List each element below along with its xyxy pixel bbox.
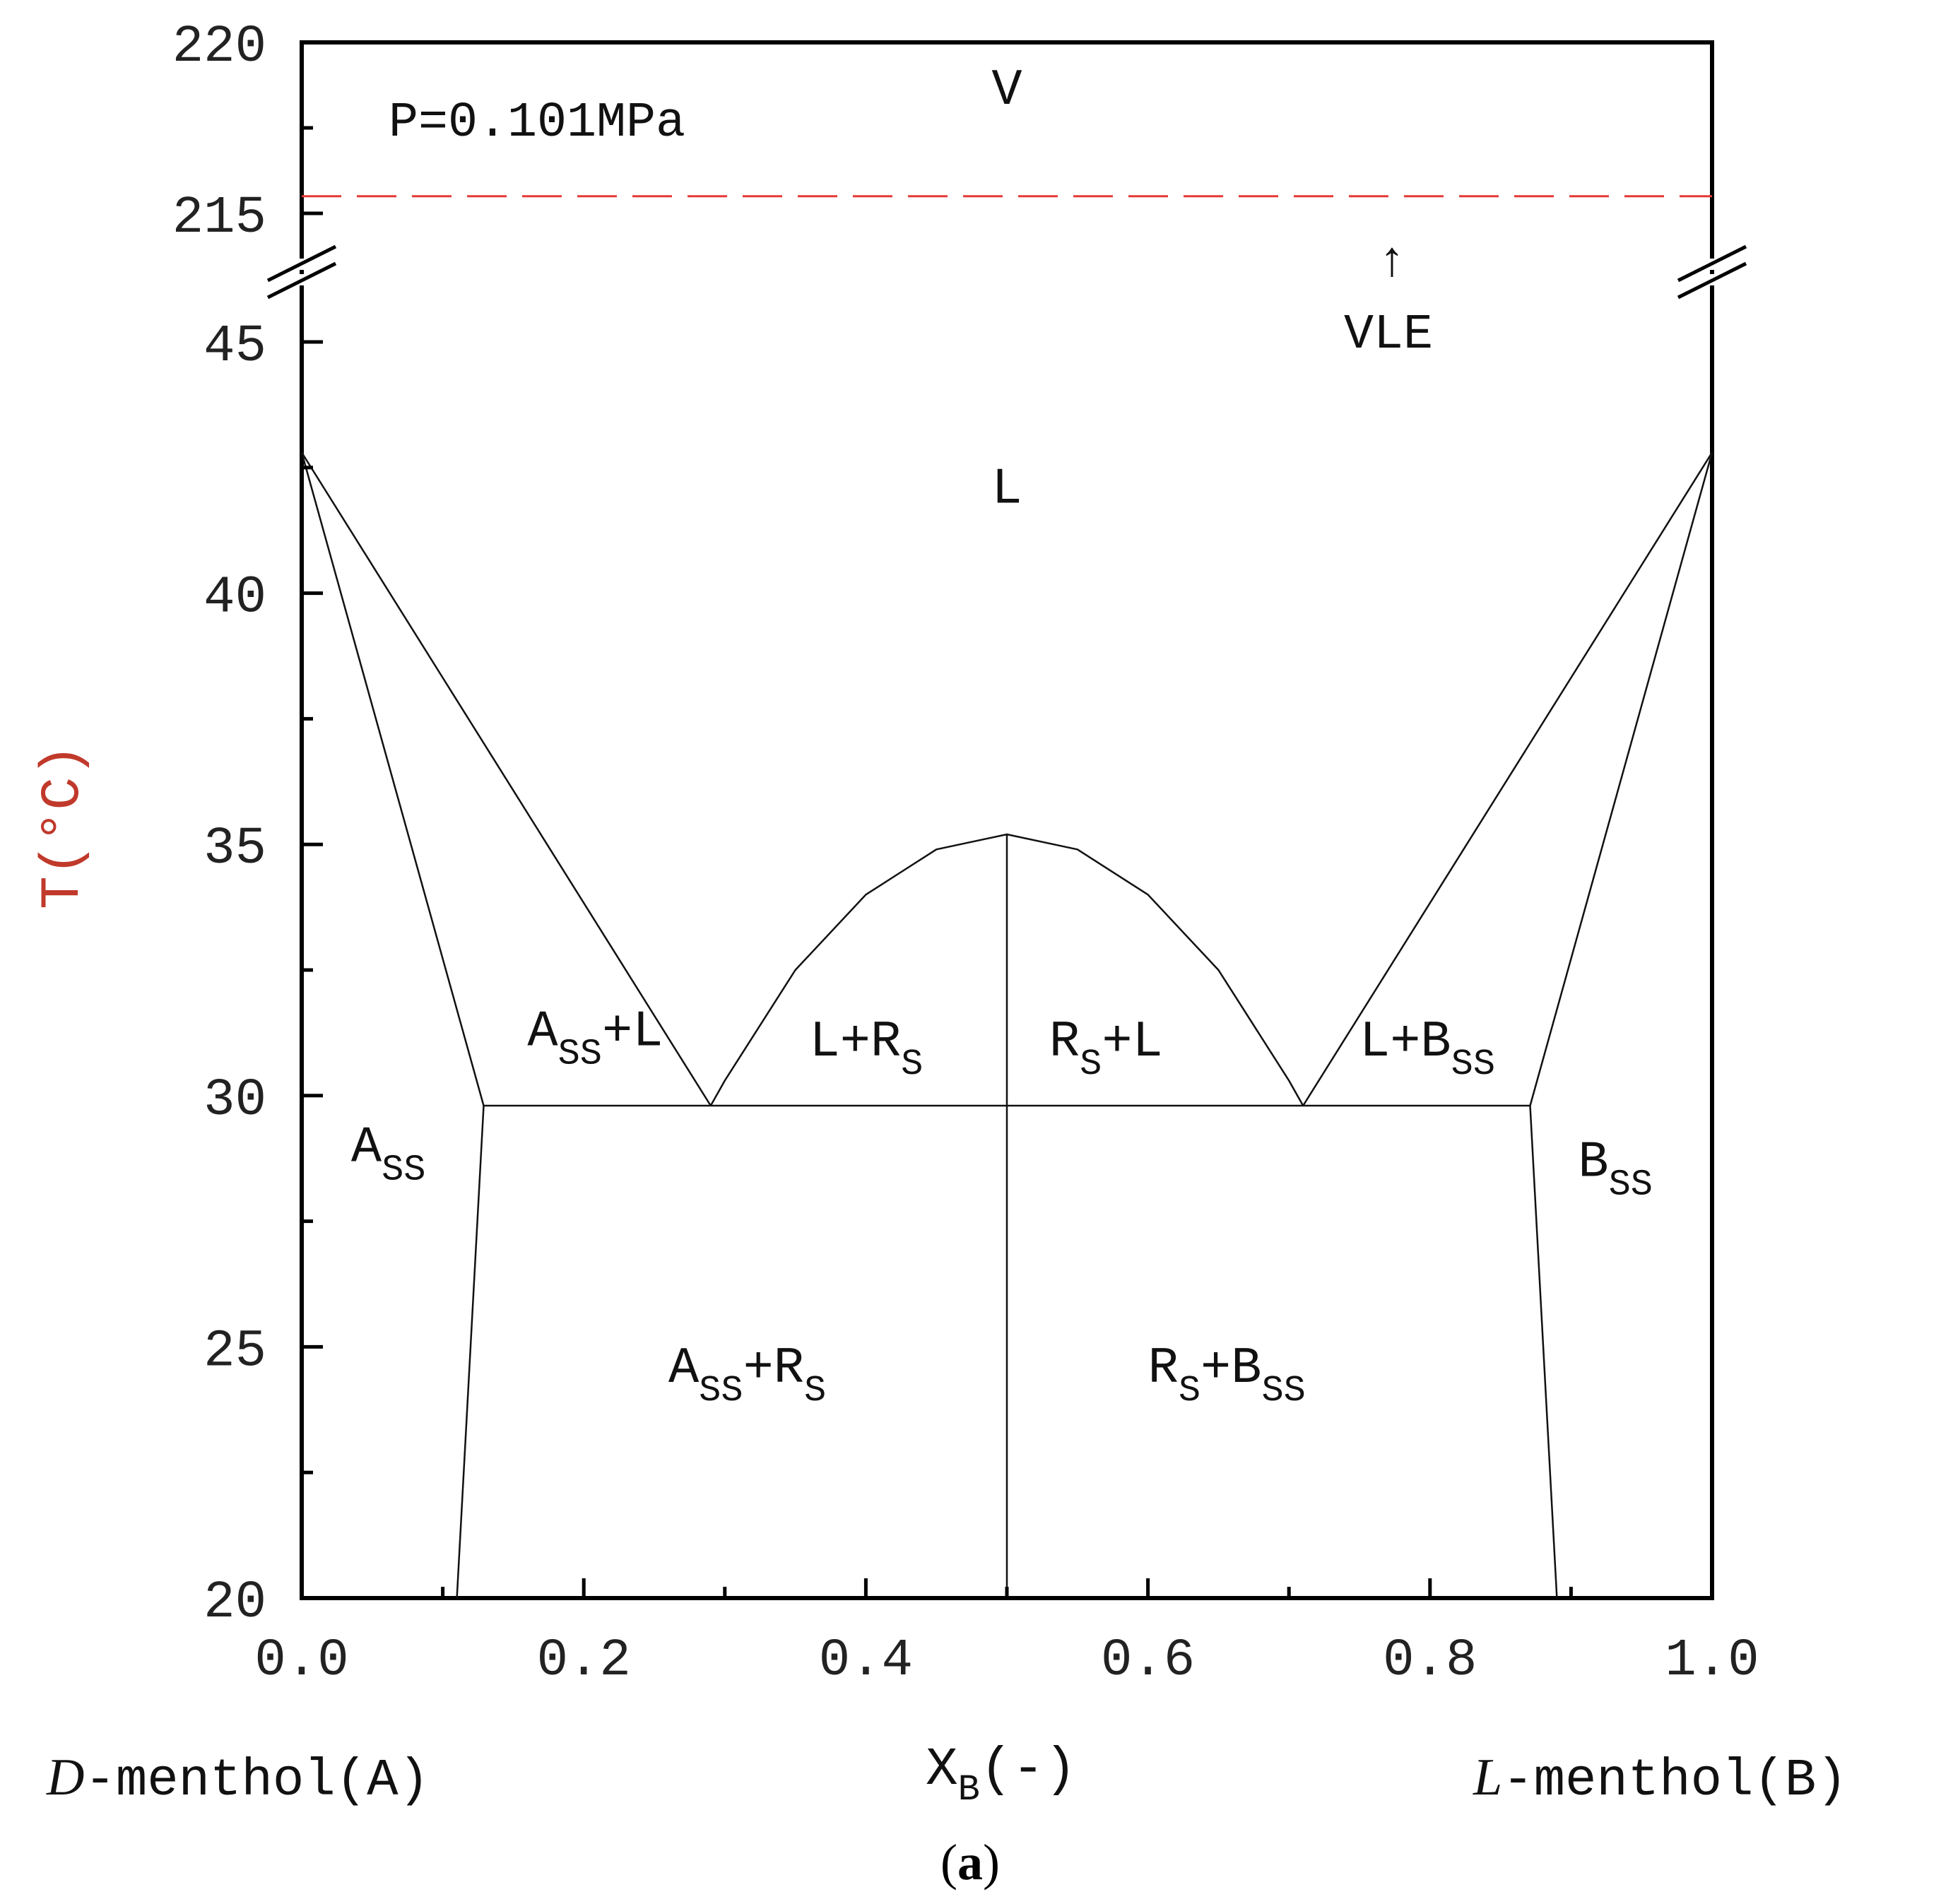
left-component-label: D-menthol(A): [46, 1749, 430, 1811]
phase-boundary-1: [300, 452, 485, 1106]
x-tick-label: 0.2: [537, 1631, 631, 1691]
region-label: ASS+RS: [668, 1340, 826, 1412]
phase-boundary-7: [1529, 452, 1713, 1106]
y-tick-label: 220: [172, 18, 266, 77]
phase-boundary-2: [456, 1105, 485, 1599]
y-tick-label: 35: [203, 820, 266, 879]
vle-arrow: ↑: [1377, 235, 1407, 291]
y-tick-label: 40: [203, 569, 266, 628]
right-axis-break-mark: [1677, 261, 1747, 300]
x-tick-label: 0.4: [819, 1631, 913, 1691]
region-label: ASS+L: [527, 1003, 663, 1075]
x-tick-label: 0.0: [254, 1631, 348, 1691]
region-label: ASS: [351, 1118, 426, 1190]
y-tick-label: 30: [203, 1071, 266, 1130]
y-axis-label: T(°C): [33, 744, 95, 909]
phase-boundaries: [300, 451, 1713, 1599]
phase-boundary-8: [1529, 1105, 1558, 1599]
y-tick-label: 20: [203, 1573, 266, 1633]
x-tick-label: 0.6: [1101, 1631, 1195, 1691]
region-labels: V L ASS+L L+RS RS+L L+BSS ASS BSS ASS+RS RS+BSS: [351, 61, 1653, 1412]
pressure-label: P=0.101MPa: [389, 95, 685, 151]
region-label: BSS: [1578, 1134, 1653, 1206]
axis-ticks: 0.0 0.2 0.4 0.6 0.8 1.0 20 25 30 35 40 45 215 220: [172, 18, 1759, 1691]
y-tick-label: 215: [172, 189, 266, 248]
right-axis-break-mark: [1677, 244, 1747, 283]
phase-boundary-0: [300, 451, 712, 1106]
vle-label: VLE: [1344, 307, 1433, 363]
left-axis-break-mark: [266, 261, 337, 300]
phase-boundary-6: [1302, 451, 1713, 1106]
right-component-label: L-menthol(B): [1473, 1749, 1848, 1811]
figure-caption: (a): [940, 1834, 1000, 1891]
x-tick-label: 1.0: [1665, 1631, 1759, 1691]
left-axis-break-mark: [266, 244, 337, 283]
region-label: RS+BSS: [1148, 1340, 1306, 1412]
y-tick-label: 45: [203, 317, 266, 377]
x-axis-label: XB(-): [926, 1739, 1077, 1811]
region-label: RS+L: [1049, 1013, 1163, 1085]
region-label: L: [991, 461, 1022, 519]
region-label: L+RS: [810, 1013, 924, 1085]
region-label: V: [991, 61, 1022, 119]
region-label: L+BSS: [1359, 1013, 1495, 1085]
y-tick-label: 25: [203, 1322, 266, 1381]
x-tick-label: 0.8: [1383, 1631, 1477, 1691]
